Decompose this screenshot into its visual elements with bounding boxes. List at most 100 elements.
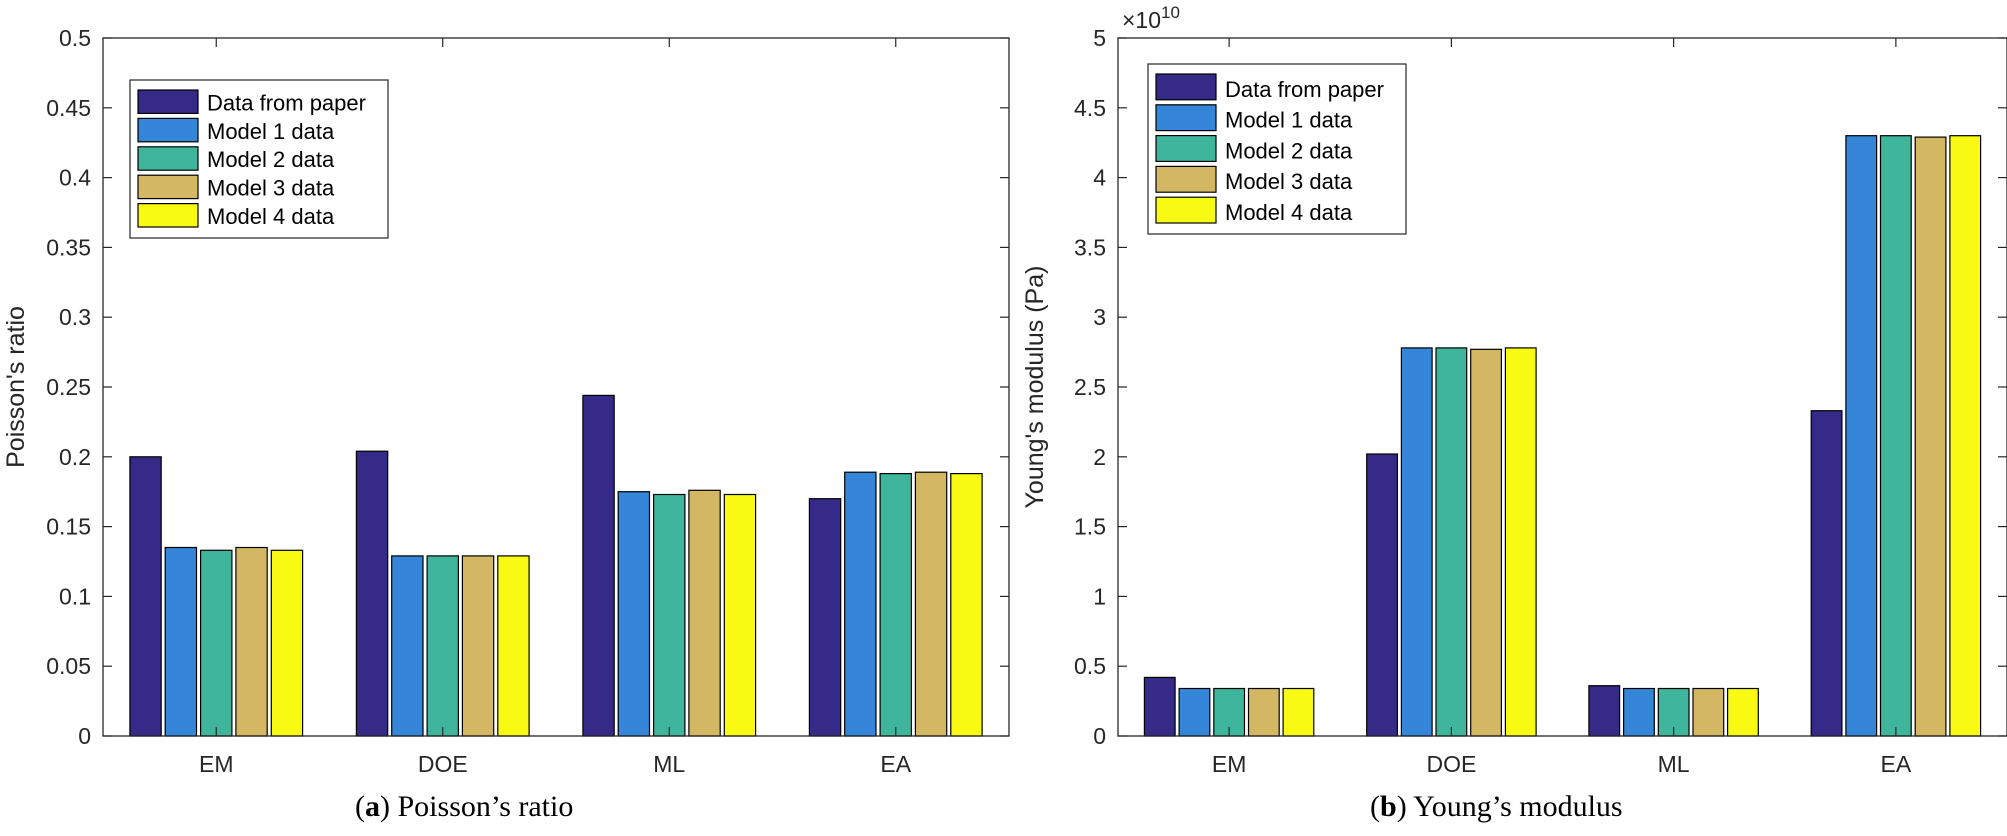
legend-label-series-1: Data from paper <box>1225 77 1384 102</box>
bar-ml-series-4 <box>688 489 721 737</box>
x-tick-label-ea: EA <box>880 751 911 777</box>
x-tick-label-ea: EA <box>1881 751 1912 777</box>
bar-em-series-3 <box>200 549 233 737</box>
bar-ml-series-4 <box>1692 687 1725 737</box>
bar-doe-series-4 <box>461 555 495 737</box>
bar-ea-series-2 <box>844 471 877 737</box>
bar-doe-series-1 <box>1366 453 1398 737</box>
bar-ea-series-1 <box>1810 410 1843 737</box>
legend-label-series-3: Model 2 data <box>1225 138 1353 163</box>
y-tick-label: 0.1 <box>59 583 91 609</box>
legend-swatch-series-5 <box>137 203 199 228</box>
legend-swatch-series-4 <box>1155 165 1217 193</box>
bar-ml-series-2 <box>1622 687 1655 737</box>
bar-doe-series-5 <box>497 555 530 737</box>
y-tick-label: 5 <box>1093 25 1106 51</box>
y-axis-exponent-power: 10 <box>1161 3 1180 22</box>
caption-b: (b) Young’s modulus <box>1370 790 1623 823</box>
legend-swatch-series-2 <box>1155 104 1217 132</box>
bar-em-series-1 <box>1143 676 1176 737</box>
legend-label-series-4: Model 3 data <box>1225 169 1353 194</box>
bar-em-series-4 <box>1247 687 1280 737</box>
bar-ea-series-4 <box>914 471 948 737</box>
legend-label-series-5: Model 4 data <box>1225 200 1353 225</box>
y-tick-label: 0 <box>78 723 91 749</box>
bar-ml-series-5 <box>723 493 757 737</box>
x-tick-label-doe: DOE <box>418 751 468 777</box>
x-tick-label-em: EM <box>1212 751 1247 777</box>
legend-swatch-series-1 <box>137 89 199 114</box>
caption-a-letter: a <box>365 790 380 823</box>
bar-ml-series-3 <box>652 493 686 737</box>
caption-b-letter: b <box>1380 790 1397 823</box>
y-tick-label: 3.5 <box>1074 234 1106 260</box>
legend-swatch-series-5 <box>1155 196 1217 224</box>
y-tick-label: 0 <box>1093 723 1106 749</box>
bar-doe-series-4 <box>1470 348 1502 737</box>
bar-doe-series-3 <box>426 555 460 737</box>
bar-ea-series-1 <box>808 498 842 737</box>
y-tick-label: 0.4 <box>59 165 91 191</box>
y-tick-label: 0.2 <box>59 444 91 470</box>
y-tick-label: 4.5 <box>1074 95 1106 121</box>
bar-ml-series-1 <box>582 394 615 737</box>
bar-em-series-5 <box>1282 687 1315 737</box>
caption-a-text: Poisson’s ratio <box>390 790 574 823</box>
bar-ea-series-5 <box>1949 135 1982 737</box>
y-axis-title: Young's modulus (Pa) <box>1021 266 1049 509</box>
caption-b-text: Young’s modulus <box>1406 790 1623 823</box>
caption-a: (a) Poisson’s ratio <box>355 790 574 823</box>
bar-doe-series-1 <box>355 450 389 737</box>
bar-ea-series-3 <box>1879 135 1912 737</box>
y-tick-label: 2 <box>1093 444 1106 470</box>
legend-label-series-5: Model 4 data <box>207 204 335 229</box>
x-tick-label-em: EM <box>199 751 234 777</box>
y-tick-label: 1 <box>1093 583 1106 609</box>
y-tick-label: 0.25 <box>46 374 91 400</box>
legend-label-series-3: Model 2 data <box>207 147 335 172</box>
bar-em-series-5 <box>270 549 304 737</box>
legend: Data from paper Model 1 data Model 2 data M… <box>1147 63 1407 235</box>
bar-ml-series-1 <box>1588 685 1621 737</box>
y-tick-label: 3 <box>1093 304 1106 330</box>
legend-swatch-series-3 <box>137 146 199 171</box>
bar-em-series-2 <box>1178 687 1211 737</box>
legend-swatch-series-1 <box>1155 73 1217 101</box>
bar-doe-series-2 <box>391 555 424 737</box>
legend-label-series-2: Model 1 data <box>1225 108 1353 133</box>
y-tick-label: 0.3 <box>59 304 91 330</box>
bar-doe-series-3 <box>1435 347 1468 737</box>
y-tick-label: 2.5 <box>1074 374 1106 400</box>
legend-label-series-1: Data from paper <box>207 90 366 115</box>
y-tick-label: 0.5 <box>1074 653 1106 679</box>
y-tick-label: 0.5 <box>59 25 91 51</box>
y-tick-label: 1.5 <box>1074 514 1106 540</box>
legend-label-series-4: Model 3 data <box>207 176 335 201</box>
y-tick-label: 0.45 <box>46 95 91 121</box>
x-tick-label-doe: DOE <box>1426 751 1476 777</box>
bar-em-series-4 <box>235 546 268 737</box>
y-tick-label: 0.35 <box>46 234 91 260</box>
legend: Data from paper Model 1 data Model 2 data M… <box>129 79 389 239</box>
bar-doe-series-2 <box>1400 347 1433 737</box>
bar-em-series-1 <box>129 456 162 737</box>
y-axis-title: Poisson's ratio <box>2 306 30 468</box>
y-tick-label: 4 <box>1093 165 1106 191</box>
bar-ea-series-3 <box>879 473 912 737</box>
chart-poissons-ratio: 0 0.05 0.1 0.15 0.2 0.25 0.3 0.35 0.4 0.45 0.5 EM DO… <box>2 25 1010 777</box>
bar-ea-series-4 <box>1914 136 1947 737</box>
bar-em-series-2 <box>164 546 198 737</box>
legend-swatch-series-3 <box>1155 135 1217 163</box>
y-tick-label: 0.15 <box>46 514 91 540</box>
bar-ea-series-5 <box>950 473 983 737</box>
chart-youngs-modulus: 0 0.5 1 1.5 2 2.5 3 3.5 4 4.5 5 EM DOE ML EA Young's mo… <box>1021 3 2007 777</box>
bar-ml-series-2 <box>617 491 651 737</box>
x-tick-label-ml: ML <box>1658 751 1690 777</box>
legend-label-series-2: Model 1 data <box>207 119 335 144</box>
legend-swatch-series-2 <box>137 117 199 143</box>
legend-swatch-series-4 <box>137 174 199 200</box>
y-axis-exponent: ×1010 <box>1122 3 1180 33</box>
bar-ea-series-2 <box>1845 135 1878 737</box>
y-tick-label: 0.05 <box>46 653 91 679</box>
